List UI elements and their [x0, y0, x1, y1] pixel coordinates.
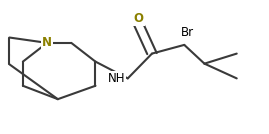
Text: O: O: [133, 12, 144, 25]
Text: NH: NH: [108, 72, 125, 85]
Text: Br: Br: [180, 26, 193, 39]
Text: N: N: [42, 36, 52, 49]
